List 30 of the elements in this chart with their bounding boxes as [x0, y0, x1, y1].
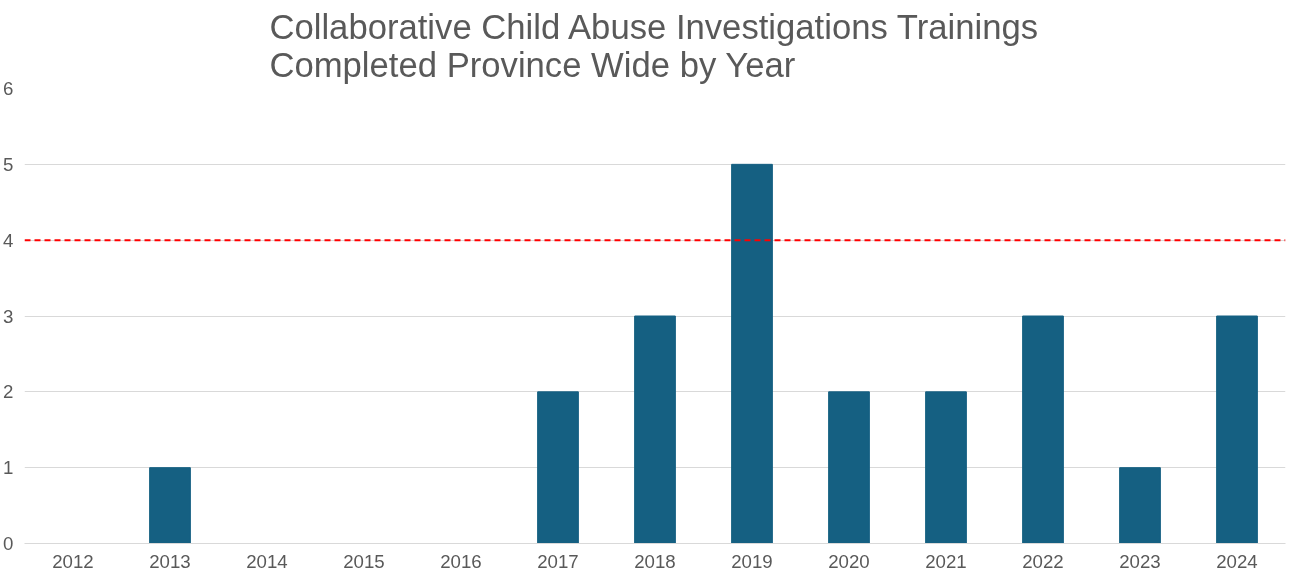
x-tick-label: 2021	[925, 550, 967, 572]
y-tick-label: 5	[3, 153, 14, 175]
y-tick-label: 6	[3, 78, 14, 99]
x-tick-label: 2013	[149, 550, 191, 572]
x-tick-label: 2019	[731, 550, 773, 572]
bar	[925, 391, 967, 544]
bar	[149, 467, 191, 544]
bar	[537, 391, 579, 544]
x-tick-label: 2012	[52, 550, 94, 572]
bar	[634, 315, 676, 544]
x-tick-label: 2020	[828, 550, 870, 572]
x-tick-label: 2023	[1119, 550, 1161, 572]
y-tick-label: 4	[3, 229, 14, 251]
y-tick-label: 1	[3, 457, 14, 479]
x-tick-label: 2022	[1022, 550, 1064, 572]
x-tick-label: 2018	[634, 550, 676, 572]
x-tick-label: 2015	[343, 550, 385, 572]
x-tick-label: 2016	[440, 550, 482, 572]
bar	[731, 163, 773, 544]
bar	[1216, 315, 1258, 544]
y-tick-label: 2	[3, 381, 14, 403]
y-tick-label: 0	[3, 533, 14, 554]
x-tick-label: 2024	[1216, 550, 1258, 572]
chart-title: Collaborative Child Abuse Investigations Trainings Completed Province Wide by Year	[269, 7, 1039, 84]
bar	[1119, 467, 1161, 544]
bar	[828, 391, 870, 544]
x-tick-label: 2017	[537, 550, 579, 572]
y-tick-label: 3	[3, 305, 14, 327]
bar	[1022, 315, 1064, 544]
x-tick-label: 2014	[246, 550, 288, 572]
